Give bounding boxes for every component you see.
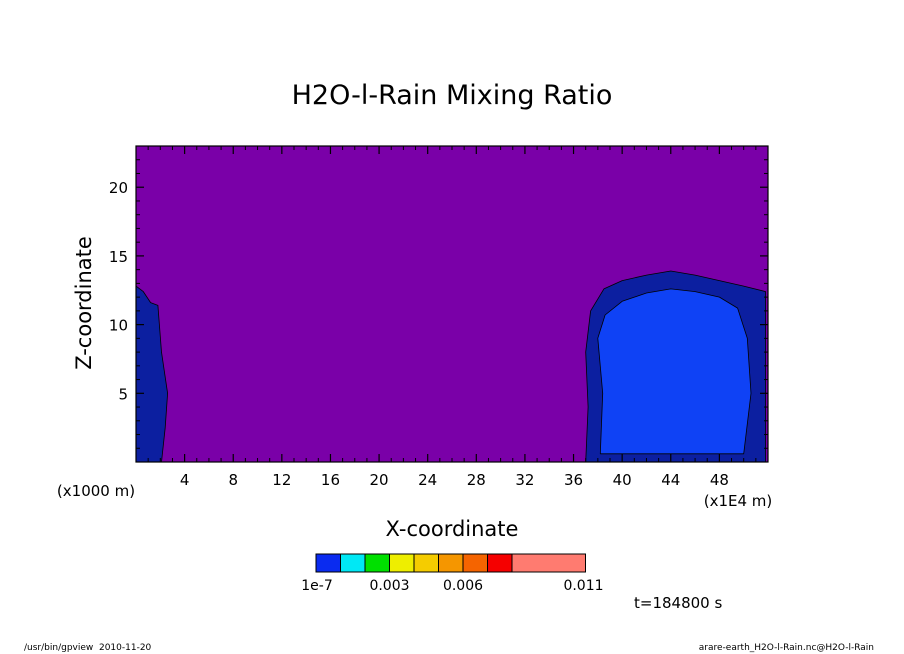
footer-right: arare-earth_H2O-l-Rain.nc@H2O-l-Rain xyxy=(698,643,874,653)
colorbar-swatch xyxy=(438,553,464,573)
x-tick-label: 16 xyxy=(321,471,340,489)
x-tick-label: 40 xyxy=(613,471,632,489)
y-tick-label: 20 xyxy=(109,179,128,197)
y-axis: 5 10 15 20 xyxy=(109,159,768,449)
colorbar xyxy=(315,553,586,573)
colorbar-tick-label: 0.003 xyxy=(369,578,409,594)
x-tick-label: 4 xyxy=(180,471,190,489)
x-unit-label: (x1000 m) xyxy=(57,482,135,500)
x-axis: 4 8 12 16 20 24 28 32 36 40 44 48 xyxy=(147,146,757,489)
x-axis-label: X-coordinate xyxy=(386,517,519,541)
colorbar-tick-label: 1e-7 xyxy=(301,578,332,594)
x-tick-label: 12 xyxy=(272,471,291,489)
contour-region-right-inner-core xyxy=(597,288,752,455)
y-tick-label: 15 xyxy=(109,248,128,266)
colorbar-swatch xyxy=(315,553,341,573)
x-tick-label: 20 xyxy=(370,471,389,489)
x-tick-label: 48 xyxy=(710,471,729,489)
x-tick-label: 32 xyxy=(515,471,534,489)
plot-area xyxy=(135,145,769,463)
contour-region-left-edge-layer xyxy=(135,285,169,463)
colorbar-tick-label: 0.006 xyxy=(443,578,483,594)
colorbar-tick-label: 0.011 xyxy=(563,578,603,594)
colorbar-swatch xyxy=(340,553,366,573)
colorbar-swatch xyxy=(462,553,488,573)
time-label: t=184800 s xyxy=(634,594,722,612)
colorbar-swatch xyxy=(511,553,586,573)
chart-title: H2O-l-Rain Mixing Ratio xyxy=(292,80,613,111)
colorbar-swatch xyxy=(487,553,513,573)
colorbar-swatch xyxy=(389,553,415,573)
x-unit-label-right: (x1E4 m) xyxy=(704,492,773,510)
x-tick-label: 36 xyxy=(564,471,583,489)
y-tick-label: 5 xyxy=(118,385,128,403)
y-axis-label: Z-coordinate xyxy=(72,236,96,370)
colorbar-ticks: 1e-7 0.003 0.006 0.011 xyxy=(301,578,603,594)
colorbar-swatch xyxy=(364,553,390,573)
y-tick-label: 10 xyxy=(109,317,128,335)
x-tick-label: 8 xyxy=(228,471,238,489)
colorbar-swatch xyxy=(413,553,439,573)
x-tick-label: 24 xyxy=(418,471,437,489)
x-tick-label: 44 xyxy=(661,471,680,489)
x-tick-label: 28 xyxy=(467,471,486,489)
footer-left: /usr/bin/gpview 2010-11-20 xyxy=(24,643,152,653)
